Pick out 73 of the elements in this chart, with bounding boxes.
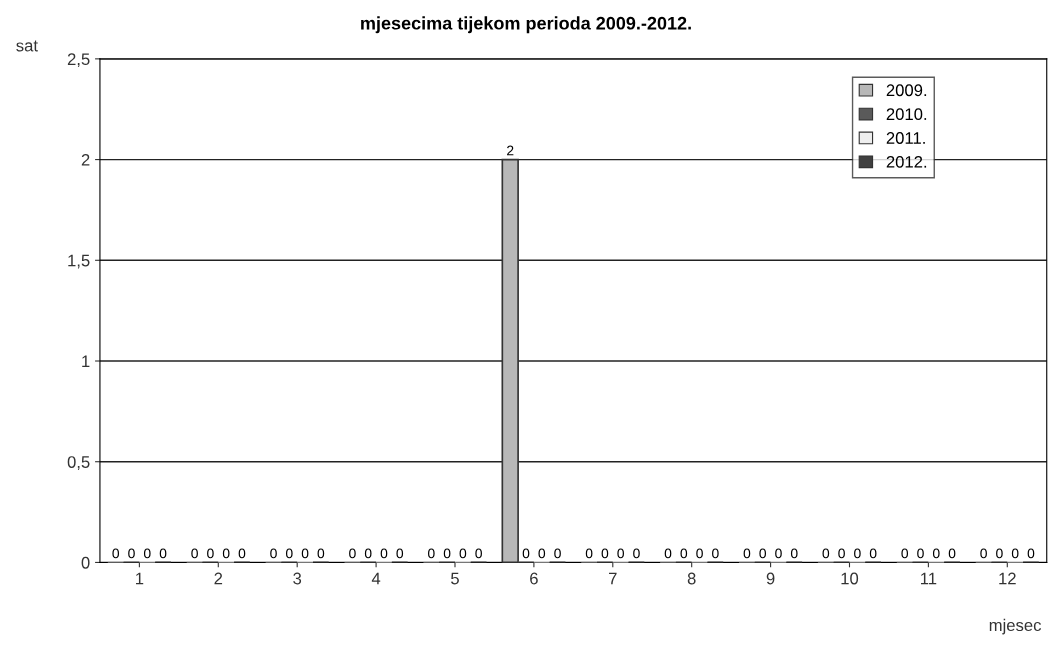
chart-title: mjesecima tijekom perioda 2009.-2012. xyxy=(361,16,691,34)
data-label: 0 xyxy=(112,548,120,559)
data-label: 0 xyxy=(475,548,482,559)
y-axis-title: sat xyxy=(16,40,38,52)
x-tick-label: 1 xyxy=(136,572,144,585)
data-label: 0 xyxy=(349,548,356,559)
data-label: 0 xyxy=(238,548,246,559)
data-label: 0 xyxy=(790,548,798,559)
data-label: 0 xyxy=(1027,548,1035,559)
x-tick-label: 2 xyxy=(214,572,223,585)
data-label: 0 xyxy=(822,548,830,559)
y-tick-label: 0,5 xyxy=(67,456,90,470)
data-label: 0 xyxy=(948,548,956,559)
data-label: 0 xyxy=(443,548,451,559)
data-label: 0 xyxy=(1011,548,1019,559)
x-tick-label: 9 xyxy=(766,572,775,585)
data-label: 0 xyxy=(759,548,767,559)
data-label: 0 xyxy=(538,548,546,559)
data-label: 0 xyxy=(285,548,293,559)
data-label: 0 xyxy=(980,548,987,559)
data-label: 0 xyxy=(917,548,924,559)
x-tick-label: 5 xyxy=(451,572,459,585)
data-label: 0 xyxy=(364,548,372,559)
data-label: 2 xyxy=(507,145,514,156)
data-label: 0 xyxy=(585,548,593,559)
data-label: 0 xyxy=(996,548,1003,559)
data-label: 0 xyxy=(159,548,167,559)
data-label: 0 xyxy=(459,548,467,559)
data-label: 0 xyxy=(191,548,198,559)
data-label: 0 xyxy=(317,548,325,559)
x-tick-label: 8 xyxy=(687,572,696,585)
data-label: 0 xyxy=(901,548,909,559)
data-label: 0 xyxy=(270,548,277,559)
x-tick-label: 6 xyxy=(530,572,538,585)
data-label: 0 xyxy=(554,548,561,559)
legend-label: 2011. xyxy=(886,132,925,144)
data-label: 0 xyxy=(222,548,230,559)
x-axis-title: mjesec xyxy=(989,618,1042,635)
data-label: 0 xyxy=(696,548,703,559)
x-tick-label: 11 xyxy=(921,572,937,585)
data-label: 0 xyxy=(743,548,751,559)
data-label: 0 xyxy=(522,548,530,559)
x-tick-label: 10 xyxy=(841,572,859,585)
data-label: 0 xyxy=(301,548,309,559)
data-label: 0 xyxy=(128,548,135,559)
x-tick-label: 12 xyxy=(999,572,1016,585)
data-label: 0 xyxy=(932,548,940,559)
data-label: 0 xyxy=(854,548,861,559)
data-label: 0 xyxy=(633,548,640,559)
legend-label: 2009. xyxy=(886,84,927,97)
data-label: 0 xyxy=(664,548,672,559)
data-label: 0 xyxy=(869,548,877,559)
data-label: 0 xyxy=(775,548,782,559)
y-tick-label: 2 xyxy=(81,153,90,166)
data-label: 0 xyxy=(680,548,688,559)
data-label: 0 xyxy=(380,548,388,559)
data-label: 0 xyxy=(428,548,435,559)
data-label: 0 xyxy=(396,548,404,559)
x-tick-label: 3 xyxy=(293,572,302,585)
x-tick-label: 4 xyxy=(371,572,381,585)
data-label: 0 xyxy=(617,548,624,559)
y-tick-label: 2,5 xyxy=(67,53,90,68)
data-label: 0 xyxy=(712,548,719,559)
y-tick-label: 1 xyxy=(82,355,90,368)
x-tick-label: 7 xyxy=(609,572,617,585)
data-label: 0 xyxy=(601,548,609,559)
data-label: 0 xyxy=(207,548,214,559)
y-tick-label: 1,5 xyxy=(68,254,90,269)
legend-label: 2010. xyxy=(886,108,927,121)
data-label: 0 xyxy=(143,548,151,559)
y-tick-label: 0 xyxy=(81,556,90,569)
legend-label: 2012. xyxy=(886,155,927,168)
data-label: 0 xyxy=(838,548,845,559)
